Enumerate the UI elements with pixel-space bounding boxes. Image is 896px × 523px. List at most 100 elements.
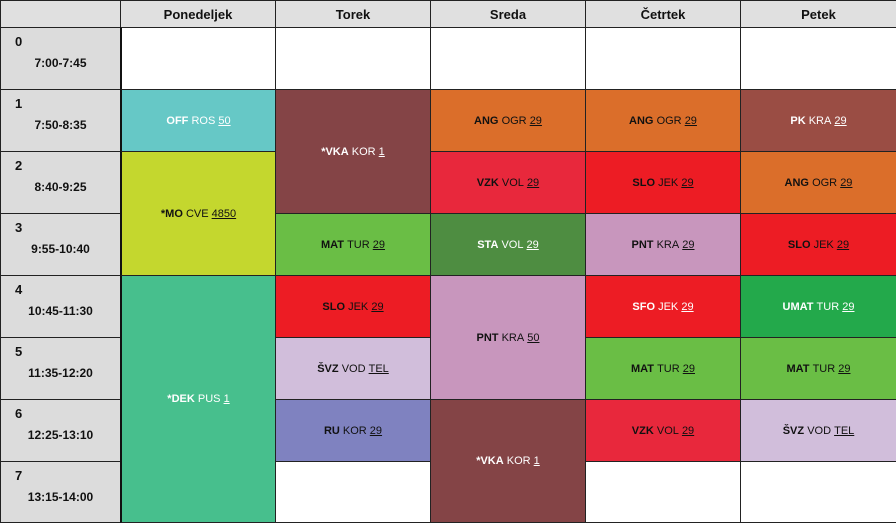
lesson-cell[interactable]: ANG OGR 29	[585, 89, 741, 152]
lesson-teacher: TUR	[812, 362, 836, 375]
lesson-cell[interactable]: SFO JEK 29	[585, 275, 741, 338]
lesson-cell[interactable]: VZK VOL 29	[430, 151, 586, 214]
lesson-subject: MAT	[786, 362, 810, 375]
period-time: 9:55-10:40	[31, 242, 90, 256]
period-label-4: 4 10:45-11:30	[0, 275, 121, 338]
lesson-room: 29	[842, 300, 855, 313]
lesson-subject: *DEK	[167, 393, 195, 405]
lesson-room: 29	[682, 238, 695, 251]
empty-slot	[585, 461, 741, 523]
lesson-teacher: KRA	[808, 114, 832, 127]
period-number: 3	[15, 220, 23, 235]
lesson-subject: SLO	[787, 238, 811, 251]
period-time: 13:15-14:00	[27, 490, 94, 504]
lesson-cell[interactable]: SLO JEK 29	[585, 151, 741, 214]
lesson-cell[interactable]: OFF ROS 50	[120, 89, 276, 152]
lesson-subject: PNT	[476, 331, 499, 344]
lesson-subject: *VKA	[476, 455, 504, 467]
lesson-cell[interactable]: ŠVZ VOD TEL	[275, 337, 431, 400]
lesson-teacher: KOR	[506, 455, 531, 467]
period-label-3: 3 9:55-10:40	[0, 213, 121, 276]
lesson-teacher: VOL	[656, 424, 679, 437]
empty-slot	[740, 461, 896, 523]
lesson-room: 29	[840, 176, 853, 189]
lesson-cell[interactable]: PK KRA 29	[740, 89, 896, 152]
period-time: 12:25-13:10	[27, 428, 94, 442]
lesson-teacher: TUR	[347, 238, 370, 251]
day-header-4: Petek	[740, 0, 896, 28]
period-number: 7	[15, 468, 23, 483]
period-number: 4	[15, 282, 23, 297]
lesson-cell[interactable]: ANG OGR 29	[430, 89, 586, 152]
lesson-cell[interactable]: MAT TUR 29	[740, 337, 896, 400]
lesson-subject: SLO	[632, 176, 656, 189]
lesson-teacher: CVE	[185, 207, 209, 220]
period-number: 6	[15, 406, 23, 421]
lesson-room: 29	[838, 362, 851, 375]
lesson-teacher: VOD	[341, 362, 366, 375]
lesson-subject: ŠVZ	[782, 424, 805, 437]
lesson-cell[interactable]: *VKA KOR 1	[275, 89, 431, 214]
lesson-teacher: JEK	[658, 300, 679, 313]
period-time: 7:50-8:35	[34, 118, 87, 132]
lesson-subject: PNT	[631, 238, 654, 251]
period-label-6: 6 12:25-13:10	[0, 399, 121, 462]
lesson-teacher: VOD	[807, 424, 832, 437]
lesson-subject: STA	[477, 238, 499, 251]
empty-slot	[120, 27, 276, 90]
lesson-teacher: JEK	[658, 176, 679, 189]
lesson-cell[interactable]: *DEK PUS 1	[120, 275, 276, 523]
empty-slot	[275, 27, 431, 90]
lesson-subject: ANG	[784, 176, 809, 189]
lesson-teacher: OGR	[812, 176, 838, 189]
lesson-cell[interactable]: VZK VOL 29	[585, 399, 741, 462]
lesson-subject: *MO	[160, 207, 183, 220]
day-header-1: Torek	[275, 0, 431, 28]
lesson-teacher: VOL	[501, 238, 524, 251]
lesson-cell[interactable]: *MO CVE 4850	[120, 151, 276, 276]
lesson-subject: PK	[790, 114, 806, 127]
lesson-subject: *VKA	[321, 145, 349, 158]
lesson-room: 29	[681, 300, 694, 313]
lesson-subject: OFF	[166, 114, 189, 127]
lesson-cell[interactable]: SLO JEK 29	[275, 275, 431, 338]
lesson-room: 29	[369, 424, 383, 437]
period-label-1: 1 7:50-8:35	[0, 89, 121, 152]
empty-slot	[740, 27, 896, 90]
lesson-room: TEL	[834, 424, 855, 437]
empty-slot	[585, 27, 741, 90]
lesson-room: 29	[371, 300, 384, 313]
lesson-cell[interactable]: SLO JEK 29	[740, 213, 896, 276]
lesson-teacher: KOR	[351, 145, 376, 158]
lesson-cell[interactable]: MAT TUR 29	[275, 213, 431, 276]
lesson-cell[interactable]: MAT TUR 29	[585, 337, 741, 400]
lesson-room: 29	[682, 362, 695, 375]
period-label-2: 2 8:40-9:25	[0, 151, 121, 214]
lesson-room: 1	[378, 145, 385, 158]
period-time: 11:35-12:20	[28, 366, 93, 380]
lesson-subject: ANG	[629, 114, 654, 127]
period-label-0: 0 7:00-7:45	[0, 27, 121, 90]
lesson-teacher: JEK	[348, 300, 369, 313]
day-header-2: Sreda	[430, 0, 586, 28]
lesson-teacher: TUR	[816, 300, 840, 313]
period-time: 10:45-11:30	[28, 304, 93, 318]
lesson-room: 50	[218, 114, 231, 127]
lesson-cell[interactable]: *VKA KOR 1	[430, 399, 586, 523]
lesson-room: 50	[527, 331, 540, 344]
lesson-cell[interactable]: UMAT TUR 29	[740, 275, 896, 338]
lesson-subject: MAT	[321, 238, 345, 251]
lesson-room: 1	[533, 455, 540, 467]
lesson-cell[interactable]: PNT KRA 50	[430, 275, 586, 400]
lesson-cell[interactable]: ANG OGR 29	[740, 151, 896, 214]
lesson-cell[interactable]: ŠVZ VOD TEL	[740, 399, 896, 462]
lesson-cell[interactable]: STA VOL 29	[430, 213, 586, 276]
corner-cell	[0, 0, 121, 28]
period-label-7: 7 13:15-14:00	[0, 461, 121, 523]
period-number: 5	[15, 344, 23, 359]
lesson-teacher: VOL	[501, 176, 524, 189]
lesson-subject: RU	[323, 424, 340, 437]
lesson-cell[interactable]: RU KOR 29	[275, 399, 431, 462]
lesson-cell[interactable]: PNT KRA 29	[585, 213, 741, 276]
